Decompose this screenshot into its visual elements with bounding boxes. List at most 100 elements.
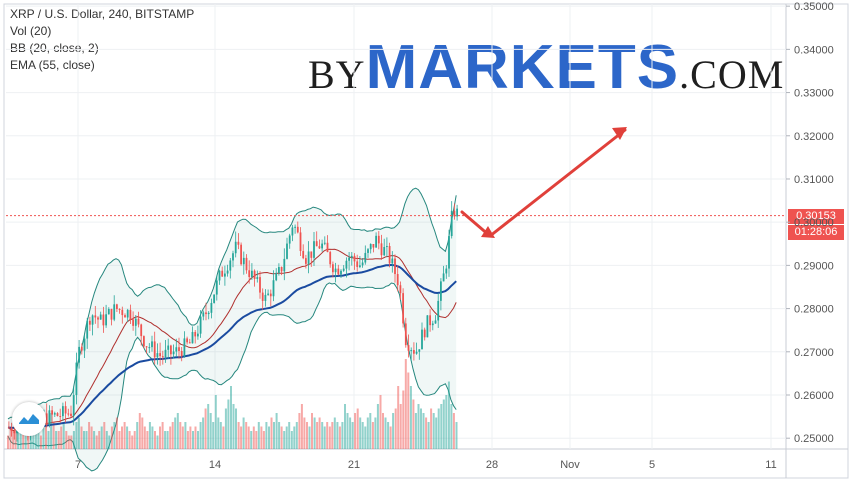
candle-body — [410, 350, 413, 352]
volume-bar — [133, 431, 136, 449]
volume-bar — [204, 408, 207, 449]
volume-bar — [126, 426, 129, 449]
price-tick-label: 0.32000 — [794, 131, 834, 143]
candle-body — [367, 249, 369, 253]
candle-body — [153, 341, 156, 358]
tradingview-logo[interactable] — [12, 402, 46, 436]
candle-body — [423, 329, 426, 338]
volume-bar — [161, 422, 164, 449]
volume-bar — [219, 422, 222, 449]
volume-bar — [407, 372, 410, 449]
candle-body — [161, 356, 164, 358]
volume-bar — [316, 422, 319, 449]
volume-bar — [268, 426, 270, 449]
volume-bar — [17, 422, 20, 449]
candle-body — [313, 241, 315, 258]
volume-bar — [230, 386, 232, 449]
volume-bar — [300, 404, 303, 449]
candle-body — [224, 273, 226, 277]
time-tick-label: 5 — [649, 459, 655, 471]
volume-bar — [414, 413, 417, 449]
candle-body — [429, 315, 431, 326]
volume-bar — [346, 413, 349, 449]
volume-bar — [179, 422, 182, 449]
candle-body — [51, 410, 53, 415]
volume-bar — [50, 413, 53, 449]
volume-bar — [351, 422, 354, 449]
candle-body — [191, 331, 194, 344]
candle-body — [78, 346, 80, 363]
candle-body — [202, 312, 205, 317]
candle-body — [361, 262, 364, 266]
candle-body — [380, 243, 383, 256]
candle-body — [348, 257, 350, 261]
volume-bar — [55, 431, 58, 449]
volume-bar — [402, 390, 405, 449]
candle-body — [207, 312, 210, 315]
bollinger-upper — [7, 187, 457, 420]
price-tick-label: 0.33000 — [794, 88, 834, 100]
candle-body — [418, 349, 421, 352]
candle-body — [356, 261, 359, 267]
volume-bar — [24, 431, 27, 449]
candle-body — [342, 268, 345, 271]
candle-body — [232, 253, 234, 261]
candle-body — [434, 320, 437, 324]
volume-bar — [252, 426, 255, 449]
volume-bar — [95, 435, 98, 449]
candle-body — [145, 346, 148, 348]
volume-bar — [255, 431, 258, 449]
volume-bar — [422, 413, 425, 449]
candle-body — [180, 350, 183, 357]
volume-bar — [156, 435, 159, 449]
candle-body — [353, 255, 356, 262]
volume-bar — [389, 426, 392, 449]
candle-body — [278, 267, 280, 273]
volume-bar — [19, 431, 22, 449]
volume-bar — [437, 408, 440, 449]
volume-bar — [138, 413, 141, 449]
chart-frame — [3, 3, 849, 479]
candle-body — [431, 323, 434, 326]
candle-body — [226, 270, 229, 274]
candle-body — [340, 270, 342, 275]
candle-body — [396, 274, 399, 286]
candle-body — [453, 210, 456, 217]
candle-body — [350, 255, 353, 258]
candle-body — [280, 267, 283, 272]
price-tick-label: 0.31000 — [794, 174, 834, 186]
volume-bar — [32, 426, 35, 449]
volume-bar — [52, 422, 55, 449]
volume-bar — [45, 426, 47, 449]
volume-bar — [105, 431, 108, 449]
volume-bar — [113, 422, 116, 449]
volume-bar — [447, 381, 450, 449]
candle-body — [248, 270, 251, 277]
candle-body — [345, 260, 348, 269]
candle-body — [72, 395, 75, 417]
candle-body — [97, 317, 99, 320]
volume-bar — [151, 426, 154, 449]
candle-body — [413, 350, 415, 354]
candle-body — [8, 427, 10, 429]
volume-bar — [224, 408, 227, 449]
volume-bar — [430, 408, 433, 449]
price-tick-label: 0.26000 — [794, 390, 834, 402]
time-tick-label: 7 — [75, 459, 81, 471]
volume-bar — [303, 417, 306, 449]
time-tick-label: 11 — [765, 459, 776, 471]
candle-body — [194, 331, 197, 337]
candle-body — [215, 280, 218, 295]
volume-bar — [432, 413, 435, 449]
candle-body — [105, 314, 107, 326]
candle-body — [148, 347, 151, 349]
candle-body — [89, 320, 91, 325]
volume-bar — [306, 422, 308, 449]
volume-bar — [103, 422, 106, 449]
volume-bar — [371, 422, 374, 449]
volume-bar — [344, 404, 346, 449]
ema-line — [7, 263, 457, 429]
candle-body — [388, 246, 391, 264]
volume-bar — [333, 417, 336, 449]
